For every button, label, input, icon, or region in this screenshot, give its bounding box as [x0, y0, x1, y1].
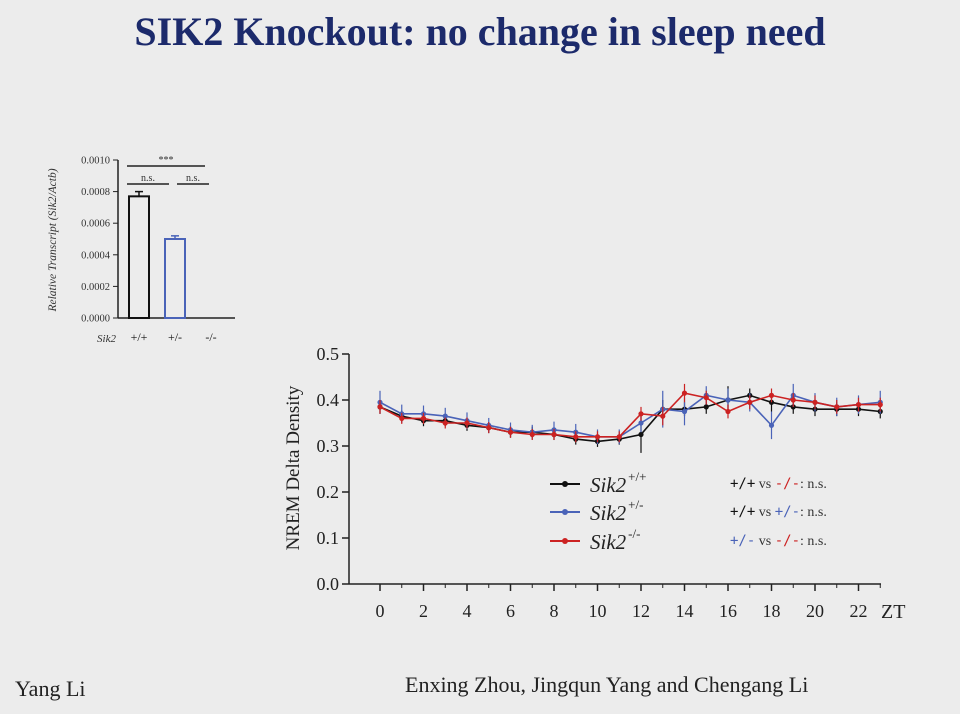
bar-chart-ylabel: Relative Transcript (Sik2/Actb) [47, 168, 59, 312]
series-point [834, 404, 840, 410]
legend-label: Sik2 +/+ [590, 469, 646, 497]
series-point [768, 422, 775, 428]
series-line [379, 394, 881, 438]
line-x-tick-label: 20 [806, 601, 824, 621]
series-point [725, 408, 731, 415]
bar-category-label: -/- [205, 330, 216, 344]
series-point [442, 413, 448, 419]
line-x-tick-label: 0 [376, 601, 385, 621]
slide-title: SIK2 Knockout: no change in sleep need [134, 9, 826, 54]
nrem-delta-line-chart: 0.0 0.1 0.2 0.3 0.4 0.5 0 2 4 6 8 10 12 14 16 18 20 22 Sik… [283, 344, 905, 623]
line-x-tick-label: 2 [419, 601, 428, 621]
legend-swatch-marker [562, 481, 568, 487]
series-point [681, 408, 688, 415]
series-line [379, 394, 881, 443]
line-y-tick-label: 0.1 [317, 528, 340, 548]
series-point [573, 434, 579, 440]
series-point [551, 431, 557, 438]
bar-y-tick-label: 0.0002 [81, 282, 110, 293]
significance-label: n.s. [141, 173, 155, 184]
bar-chart-xlabel: Sik2 [97, 333, 116, 345]
significance-label: n.s. [186, 173, 200, 184]
bar-y-tick-label: 0.0000 [81, 314, 110, 325]
line-x-tick-label: 10 [589, 601, 607, 621]
series-point [420, 415, 427, 421]
legend-swatch-marker [562, 509, 568, 515]
series-point [855, 402, 862, 408]
comparison-label: +/+ vs +/-: n.s. [730, 504, 827, 520]
line-chart-ylabel: NREM Delta Density [283, 385, 304, 550]
series-point [638, 411, 644, 417]
bar-category-label: +/+ [131, 330, 148, 344]
legend-label: Sik2 +/- [590, 497, 643, 525]
legend-label: Sik2 -/- [590, 526, 640, 554]
authors-line: Enxing Zhou, Jingqun Yang and Chengang L… [405, 672, 809, 697]
series-point [681, 390, 688, 396]
series-point [660, 413, 666, 419]
series-point [877, 402, 883, 408]
line-x-tick-label: 14 [676, 601, 694, 621]
line-x-tick-label: 22 [850, 601, 868, 621]
series-point [703, 395, 709, 401]
line-x-tick-label: 8 [550, 601, 559, 621]
series-point [442, 420, 448, 426]
series-point [812, 399, 818, 405]
bar [164, 238, 186, 319]
series-point [768, 392, 775, 398]
comparison-label: +/- vs -/-: n.s. [730, 533, 827, 549]
line-x-tick-label: 16 [719, 601, 737, 621]
line-y-tick-label: 0.2 [317, 482, 340, 502]
bar-category-label: +/- [168, 330, 182, 344]
bar-y-tick-label: 0.0010 [81, 156, 110, 167]
significance-label: *** [159, 155, 174, 166]
line-y-tick-label: 0.4 [317, 390, 340, 410]
series-point [507, 429, 514, 435]
presenter-name: Yang Li [15, 676, 86, 701]
series-point [377, 404, 383, 410]
series-point [638, 420, 644, 426]
series-point [594, 434, 601, 440]
bar-y-tick-label: 0.0004 [81, 250, 111, 261]
series-point [638, 431, 644, 438]
series-point [464, 420, 470, 426]
line-x-tick-label: 18 [763, 601, 781, 621]
series-point [486, 425, 492, 431]
series-point [790, 397, 796, 403]
comparison-label: +/+ vs -/-: n.s. [730, 476, 827, 492]
series-line [379, 392, 881, 438]
series-point [616, 434, 622, 440]
series-point [725, 397, 731, 403]
line-y-tick-label: 0.3 [317, 436, 340, 456]
line-chart-xlabel: ZT [881, 601, 905, 623]
bar [128, 195, 150, 319]
line-y-tick-label: 0.5 [317, 344, 340, 364]
line-x-tick-label: 6 [506, 601, 515, 621]
series-point [399, 415, 405, 421]
legend-swatch-marker [562, 538, 568, 544]
line-x-tick-label: 4 [463, 601, 472, 621]
bar-y-tick-label: 0.0006 [81, 219, 110, 230]
series-point [747, 399, 753, 405]
series-point [703, 404, 709, 410]
transcript-bar-chart: 0.0000 0.0002 0.0004 0.0006 0.0008 0.0010 +/+ +… [47, 155, 235, 345]
line-x-tick-label: 12 [632, 601, 650, 621]
line-y-tick-label: 0.0 [317, 574, 340, 594]
series-point [529, 431, 535, 438]
bar-y-tick-label: 0.0008 [81, 187, 110, 198]
